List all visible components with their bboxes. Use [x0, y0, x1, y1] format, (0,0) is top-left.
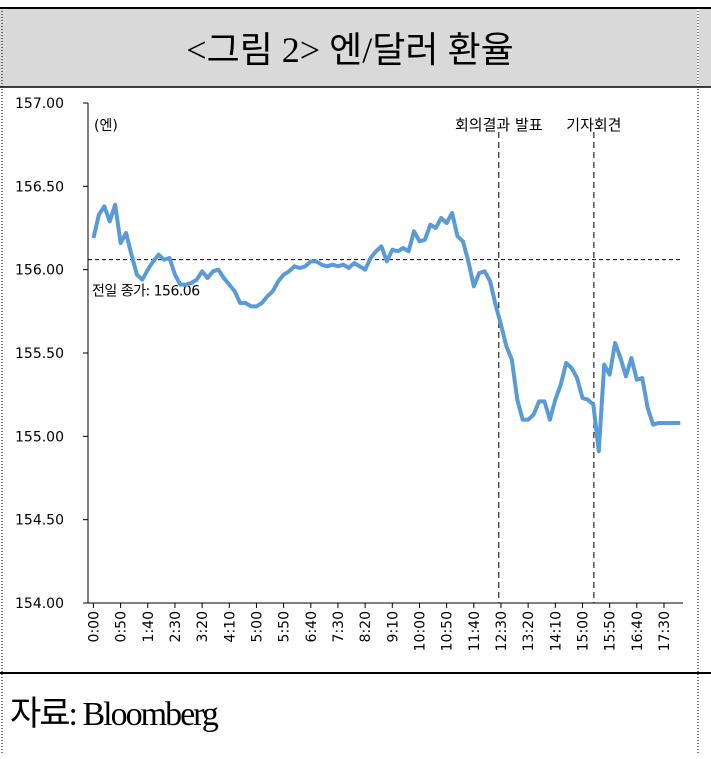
header-band	[0, 8, 697, 87]
x-tick-label: 9:10	[385, 611, 401, 642]
y-tick-label: 156.00	[15, 263, 64, 279]
x-tick-label: 0:50	[114, 611, 130, 642]
x-tick-label: 15:00	[575, 611, 591, 651]
y-tick-label: 155.50	[15, 346, 64, 362]
x-tick-label: 17:30	[657, 611, 673, 651]
x-tick-label: 10:50	[440, 611, 456, 651]
x-tick-label: 12:30	[494, 611, 510, 651]
x-tick-label: 7:30	[331, 611, 347, 642]
unit-label: (엔)	[94, 118, 118, 134]
y-tick-label: 155.00	[15, 429, 64, 445]
x-tick-label: 0:00	[86, 611, 102, 642]
y-tick-label: 157.00	[15, 96, 64, 112]
price-line	[91, 202, 681, 454]
x-tick-label: 5:50	[277, 611, 293, 642]
source: 자료: Bloomberg	[10, 696, 219, 733]
x-tick-label: 11:40	[467, 611, 483, 651]
header-band-next	[699, 8, 711, 87]
x-tick-label: 2:30	[168, 611, 184, 642]
x-tick-label: 5:00	[249, 611, 265, 642]
y-tick-label: 154.00	[15, 596, 64, 612]
x-tick-label: 16:40	[630, 611, 646, 651]
x-tick-label: 13:20	[521, 611, 537, 651]
x-tick-label: 3:20	[195, 611, 211, 642]
x-tick-label: 4:10	[222, 611, 238, 642]
x-tick-label: 14:10	[548, 611, 564, 651]
reference-label: 전일 종가: 156.06	[92, 284, 200, 300]
x-tick-label: 10:00	[412, 611, 428, 651]
x-tick-label: 15:50	[603, 611, 619, 651]
y-tick-label: 154.50	[15, 513, 64, 529]
x-tick-label: 1:40	[141, 611, 157, 642]
event-label: 회의결과 발표	[455, 116, 543, 134]
x-tick-label: 8:20	[358, 611, 374, 642]
title: <그림 2> 엔/달러 환율	[186, 30, 513, 70]
event-label: 기자회견	[566, 116, 621, 134]
y-tick-label: 156.50	[15, 179, 64, 195]
x-tick-label: 6:40	[304, 611, 320, 642]
